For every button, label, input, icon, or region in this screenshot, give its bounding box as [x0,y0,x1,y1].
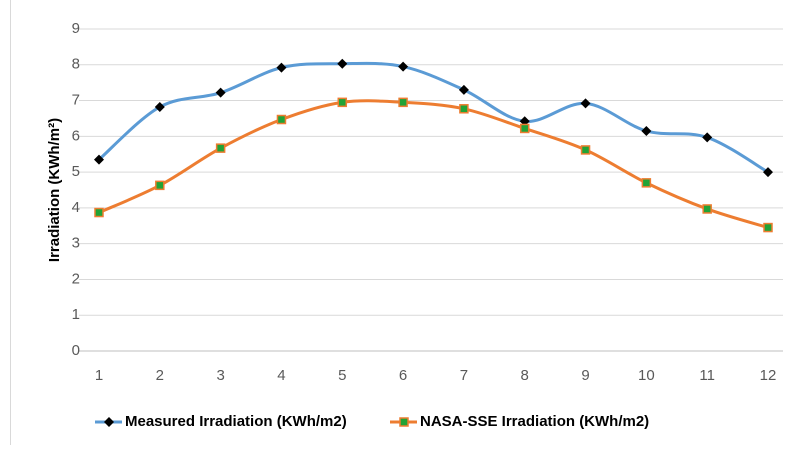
marker [398,61,409,72]
x-tick-label: 3 [216,367,224,384]
marker [763,167,773,178]
y-tick-label: 8 [72,56,80,73]
marker [641,178,652,188]
marker [104,417,114,427]
marker [94,154,104,165]
series-line [98,99,769,230]
marker [459,104,469,114]
y-axis-label: Irradiation (KWh/m²) [46,118,63,262]
marker [519,123,530,134]
x-tick-label: 6 [399,367,407,384]
marker [337,97,348,108]
marker [215,143,226,153]
y-tick-label: 5 [72,163,80,180]
y-tick-label: 4 [72,199,80,216]
marker [641,125,652,136]
x-tick-label: 8 [521,367,529,384]
x-tick-label: 2 [156,367,164,384]
x-tick-label: 4 [277,367,285,384]
y-tick-label: 3 [72,235,80,252]
marker [154,101,165,112]
y-tick-label: 2 [72,270,80,287]
x-tick-label: 7 [460,367,468,384]
y-tick-label: 6 [72,127,80,144]
marker [458,84,469,95]
marker [399,417,409,427]
y-tick-label: 9 [72,20,80,37]
marker [763,222,773,233]
legend-label: NASA-SSE Irradiation (KWh/m2) [420,413,649,430]
legend-label: Measured Irradiation (KWh/m2) [125,413,347,430]
series-line [98,61,769,174]
marker [580,145,591,155]
marker [155,180,165,191]
x-tick-label: 11 [699,367,715,384]
y-tick-label: 0 [72,342,80,359]
marker [276,114,287,125]
marker [94,207,104,218]
marker [702,204,712,214]
marker [398,97,408,108]
marker [702,132,713,143]
marker [276,62,287,73]
x-tick-label: 12 [760,367,777,384]
marker [215,87,226,98]
marker [337,58,348,69]
y-tick-label: 1 [72,306,80,323]
x-tick-label: 1 [95,367,103,384]
x-tick-label: 10 [638,367,655,384]
y-tick-label: 7 [72,92,80,109]
x-tick-label: 5 [338,367,346,384]
marker [580,98,591,109]
x-tick-label: 9 [581,367,589,384]
